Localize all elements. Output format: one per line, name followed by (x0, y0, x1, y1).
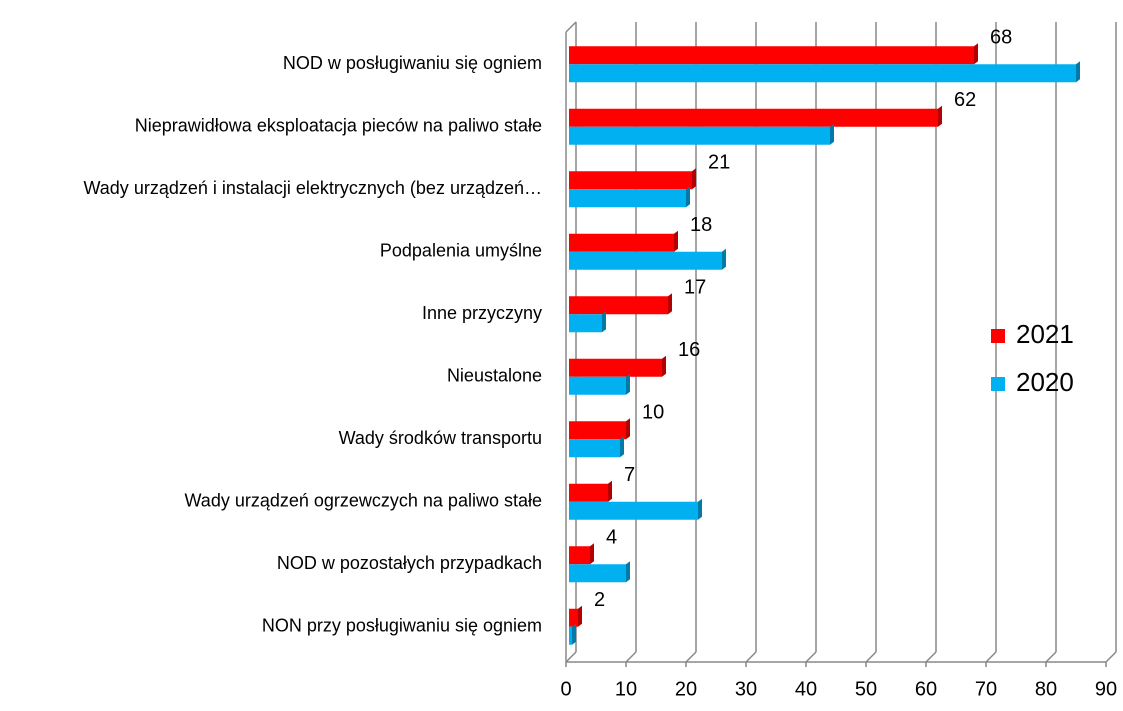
bar-side (602, 311, 606, 333)
bar-side (938, 105, 942, 127)
bar (569, 233, 674, 252)
data-label: 4 (606, 527, 617, 549)
data-label: 16 (678, 339, 700, 361)
bar (569, 483, 608, 502)
bar (569, 608, 578, 627)
bar (569, 546, 590, 565)
category-label: NON przy posługiwaniu się ogniem (262, 616, 542, 636)
grid-line-foot (685, 651, 697, 663)
grid-line-foot (925, 651, 937, 663)
bar-side (590, 543, 594, 565)
bar-side (626, 561, 630, 583)
data-label: 2 (594, 589, 605, 611)
grid-line-foot (865, 651, 877, 663)
bar-side (662, 355, 666, 377)
grid-line-foot (1045, 651, 1057, 663)
bar-side (1076, 61, 1080, 83)
bar (569, 314, 602, 333)
category-label: Wady urządzeń i instalacji elektrycznych… (83, 178, 542, 198)
bar (569, 171, 692, 190)
category-label: Nieustalone (447, 366, 542, 386)
grid-line-foot (1105, 651, 1117, 663)
x-tick-label: 90 (1095, 678, 1117, 700)
x-tick-label: 80 (1035, 678, 1057, 700)
grid-line-foot (805, 651, 817, 663)
x-tick-label: 50 (855, 678, 877, 700)
left-wall-top (565, 21, 577, 33)
legend-swatch (991, 377, 1005, 391)
bar-side (692, 168, 696, 190)
bar (569, 64, 1076, 83)
bar-side (698, 498, 702, 520)
bar-side (620, 436, 624, 458)
x-tick-label: 40 (795, 678, 817, 700)
bar (569, 189, 686, 208)
grid-line-foot (985, 651, 997, 663)
legend-swatch (991, 329, 1005, 343)
x-tick-label: 30 (735, 678, 757, 700)
bar-side (674, 230, 678, 252)
bar-side (722, 248, 726, 270)
category-label: NOD w pozostałych przypadkach (277, 553, 542, 573)
bar (569, 439, 620, 458)
grid-line-foot (745, 651, 757, 663)
data-label: 68 (990, 27, 1012, 49)
category-label: Wady środków transportu (339, 428, 542, 448)
bar (569, 358, 662, 377)
category-label: Nieprawidłowa eksploatacja pieców na pal… (135, 116, 542, 136)
x-tick-label: 10 (615, 678, 637, 700)
grid-line-foot (565, 651, 577, 663)
bar (569, 251, 722, 270)
category-label: Wady urządzeń ogrzewczych na paliwo stał… (184, 491, 542, 511)
bar (569, 126, 830, 145)
data-label: 7 (624, 464, 635, 486)
bar-side (830, 123, 834, 145)
bar (569, 296, 668, 315)
bar-side (686, 186, 690, 208)
legend-label: 2020 (1016, 367, 1074, 397)
bar-side (974, 43, 978, 65)
x-tick-label: 60 (915, 678, 937, 700)
bar (569, 564, 626, 583)
bar-side (626, 418, 630, 440)
data-label: 10 (642, 402, 664, 424)
bar (569, 501, 698, 520)
data-label: 21 (708, 152, 730, 174)
bar (569, 108, 938, 127)
category-label: Inne przyczyny (422, 303, 542, 323)
x-tick-label: 20 (675, 678, 697, 700)
x-tick-label: 0 (560, 678, 571, 700)
data-label: 17 (684, 277, 706, 299)
x-tick-label: 70 (975, 678, 997, 700)
bar-side (668, 293, 672, 315)
bar-side (626, 373, 630, 395)
legend-label: 2021 (1016, 319, 1074, 349)
bar-side (608, 480, 612, 502)
bar (569, 376, 626, 395)
category-label: NOD w posługiwaniu się ogniem (283, 53, 542, 73)
bar-side (578, 605, 582, 627)
data-label: 18 (690, 214, 712, 236)
data-label: 62 (954, 89, 976, 111)
category-label: Podpalenia umyślne (380, 241, 542, 261)
bar (569, 46, 974, 65)
bar (569, 421, 626, 440)
bar (569, 626, 572, 645)
grid-line-foot (625, 651, 637, 663)
bar-side (572, 623, 576, 645)
